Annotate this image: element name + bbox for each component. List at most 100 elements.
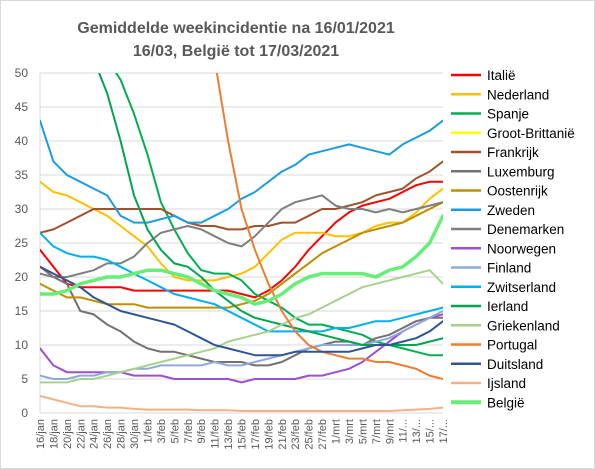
legend-item: Italië [451, 68, 516, 83]
series-line-griekenland [40, 269, 443, 384]
y-tick-label: 50 [15, 66, 29, 80]
x-tick-label: 15/... [425, 419, 437, 443]
legend-label: Spanje [487, 107, 529, 122]
series-line-duitsland [40, 265, 443, 357]
legend-item: Portugal [451, 338, 537, 353]
x-tick-label: 5/mrt [357, 419, 369, 444]
legend-label: Groot-Brittanië [487, 126, 575, 141]
x-tick-label: 11/feb [210, 419, 222, 449]
x-tick-label: 11/... [398, 419, 410, 443]
series-line-frankrijk [40, 160, 443, 234]
legend-item: Groot-Brittanië [451, 126, 575, 141]
series-line-noorwegen [40, 313, 443, 384]
legend: Italië Nederland Spanje Groot-Brittanië Fran… [451, 68, 575, 410]
x-tick-label: 25/feb [304, 419, 316, 450]
chart-title-line-1: Gemiddelde weekincidentie na 16/01/2021 [77, 20, 395, 37]
x-tick-label: 1/feb [142, 419, 154, 443]
series-line-luxemburg [40, 265, 443, 367]
y-tick-label: 5 [21, 372, 28, 386]
y-tick-label: 15 [15, 304, 29, 318]
x-tick-label: 18/jan [48, 419, 60, 449]
legend-item: Ierland [451, 299, 528, 314]
x-tick-label: 23/feb [290, 419, 302, 450]
x-tick-label: 21/feb [277, 419, 289, 450]
y-tick-label: 20 [15, 270, 29, 284]
x-tick-label: 15/feb [237, 419, 249, 450]
series-line-zweden [40, 119, 443, 224]
x-tick-label: 30/jan [129, 419, 141, 449]
y-tick-label: 40 [15, 134, 29, 148]
x-tick-label: 19/feb [263, 419, 275, 450]
y-tick-label: 35 [15, 168, 29, 182]
legend-label: België [487, 395, 525, 410]
legend-label: Luxemburg [487, 164, 555, 179]
legend-item: Duitsland [451, 357, 543, 372]
x-tick-label: 22/jan [75, 419, 87, 449]
legend-label: Frankrijk [487, 145, 539, 160]
x-tick-label: 3/mrt [344, 419, 356, 444]
legend-item: België [451, 395, 525, 410]
series-lines [40, 73, 443, 412]
legend-item: Oostenrijk [451, 184, 548, 199]
legend-label: Ijsland [487, 376, 526, 391]
series-line-nederland [40, 180, 443, 282]
legend-label: Noorwegen [487, 241, 556, 256]
legend-item: Griekenland [451, 318, 560, 333]
y-tick-label: 45 [15, 100, 29, 114]
gridlines [39, 72, 443, 414]
legend-item: Nederland [451, 87, 549, 102]
legend-item: Denemarken [451, 222, 564, 237]
series-line-belgi- [40, 214, 443, 306]
y-tick-label: 25 [15, 236, 29, 250]
x-tick-label: 17/... [438, 419, 450, 443]
x-tick-label: 7/mrt [371, 419, 383, 444]
x-tick-label: 17/feb [250, 419, 262, 450]
series-line-finland [40, 310, 443, 380]
series-line-ijsland [40, 395, 443, 412]
legend-label: Nederland [487, 87, 549, 102]
legend-label: Portugal [487, 338, 537, 353]
legend-label: Zwitserland [487, 280, 556, 295]
legend-label: Ierland [487, 299, 528, 314]
legend-item: Zweden [451, 203, 535, 218]
series-line-denemarken [40, 194, 443, 278]
x-tick-label: 9/feb [196, 419, 208, 443]
legend-item: Zwitserland [451, 280, 556, 295]
x-tick-label: 5/feb [169, 419, 181, 443]
legend-item: Finland [451, 261, 531, 276]
legend-label: Zweden [487, 203, 535, 218]
x-tick-label: 16/jan [35, 419, 47, 449]
legend-label: Duitsland [487, 357, 543, 372]
x-tick-label: 1/mrt [331, 419, 343, 444]
legend-label: Denemarken [487, 222, 564, 237]
y-tick-label: 30 [15, 202, 29, 216]
y-axis-ticks: 0 5 10 15 20 25 30 35 40 45 50 [15, 66, 29, 420]
y-tick-label: 10 [15, 338, 29, 352]
legend-item: Luxemburg [451, 164, 555, 179]
x-tick-label: 13/feb [223, 419, 235, 450]
x-tick-label: 7/feb [183, 419, 195, 443]
series-line-oostenrijk [40, 201, 443, 309]
legend-item: Noorwegen [451, 241, 556, 256]
x-tick-label: 24/jan [89, 419, 101, 449]
legend-item: Frankrijk [451, 145, 539, 160]
legend-item: Spanje [451, 107, 529, 122]
y-tick-label: 0 [21, 406, 28, 420]
x-tick-label: 27/feb [317, 419, 329, 450]
x-tick-label: 9/mrt [384, 419, 396, 444]
x-tick-label: 20/jan [62, 419, 74, 449]
legend-label: Griekenland [487, 318, 560, 333]
series-line-portugal [215, 73, 443, 380]
legend-label: Italië [487, 68, 516, 83]
x-axis-ticks: 16/jan 18/jan 20/jan 22/jan 24/jan 26/jan 28/j… [35, 419, 450, 450]
legend-label: Oostenrijk [487, 184, 548, 199]
chart-title-line-2: 16/03, België tot 17/03/2021 [133, 43, 339, 60]
x-tick-label: 28/jan [116, 419, 128, 449]
x-tick-label: 3/feb [156, 419, 168, 443]
x-tick-label: 26/jan [102, 419, 114, 449]
legend-item: Ijsland [451, 376, 526, 391]
legend-label: Finland [487, 261, 531, 276]
series-line-zwitserland [40, 231, 443, 333]
